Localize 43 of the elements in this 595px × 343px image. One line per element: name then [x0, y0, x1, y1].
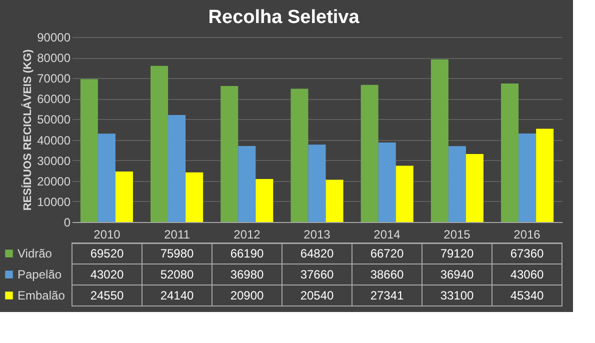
data-label: 69520	[90, 246, 124, 260]
x-tick-label: 2010	[94, 228, 121, 242]
y-tick-label: 30000	[37, 154, 71, 168]
y-tick-label: 60000	[37, 92, 71, 106]
y-axis-title: RESÍDUOS RECICLÁVEIS (KG)	[21, 48, 34, 211]
y-tick-label: 70000	[37, 72, 71, 86]
data-label: 66720	[370, 246, 404, 260]
data-label: 27341	[370, 288, 404, 302]
data-label: 67360	[510, 246, 544, 260]
y-tick-label: 40000	[37, 133, 71, 148]
x-tick-label: 2016	[514, 228, 541, 242]
legend-label: Papelão	[18, 268, 62, 282]
y-tick-label: 80000	[37, 51, 71, 66]
data-label: 75980	[160, 246, 194, 260]
data-label: 36980	[230, 268, 264, 282]
y-tick-label: 90000	[37, 30, 71, 44]
data-label: 64820	[300, 246, 334, 260]
legend-label: Vidrão	[18, 246, 52, 260]
y-tick-label: 0	[64, 216, 71, 230]
data-label: 66190	[230, 246, 264, 260]
data-label: 37660	[300, 268, 334, 282]
data-label: 24550	[90, 288, 124, 302]
x-tick-label: 2011	[164, 228, 190, 242]
chart-title: Recolha Seletiva	[208, 7, 360, 28]
data-label: 24140	[160, 288, 194, 302]
data-label: 38660	[370, 268, 404, 282]
x-tick-label: 2013	[304, 228, 331, 242]
data-label: 36940	[440, 268, 474, 282]
data-label: 33100	[440, 288, 474, 302]
data-label: 52080	[160, 268, 194, 282]
data-label: 45340	[510, 288, 544, 302]
x-tick-label: 2012	[234, 228, 261, 242]
data-label: 43060	[510, 268, 544, 282]
data-label: 43020	[90, 268, 124, 282]
data-label: 79120	[440, 246, 474, 260]
y-tick-label: 50000	[37, 112, 71, 127]
y-tick-label: 20000	[37, 174, 71, 188]
legend-label: Embalão	[18, 288, 66, 302]
data-label: 20900	[230, 288, 264, 302]
y-tick-label: 10000	[37, 194, 71, 209]
x-tick-label: 2015	[444, 228, 471, 242]
data-label: 20540	[300, 288, 334, 302]
x-tick-label: 2014	[374, 228, 401, 242]
